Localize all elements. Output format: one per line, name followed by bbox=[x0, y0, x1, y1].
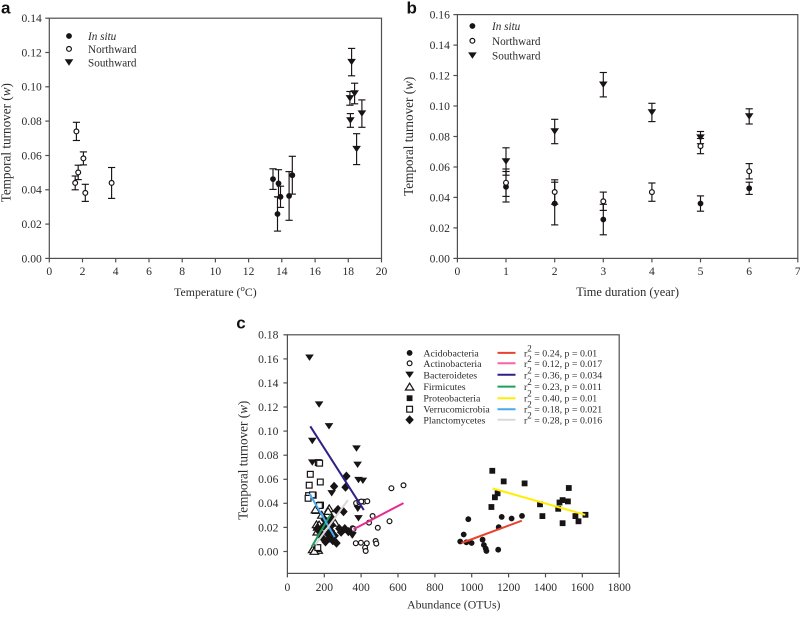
svg-text:0.08: 0.08 bbox=[430, 130, 450, 143]
svg-text:Abundance (OTUs): Abundance (OTUs) bbox=[407, 597, 500, 611]
svg-text:b: b bbox=[407, 0, 417, 18]
svg-text:0.02: 0.02 bbox=[430, 222, 450, 235]
svg-text:20: 20 bbox=[376, 265, 388, 278]
svg-text:Southward: Southward bbox=[492, 51, 541, 63]
svg-text:Temporal turnover (w): Temporal turnover (w) bbox=[401, 77, 416, 196]
svg-text:Southward: Southward bbox=[88, 58, 137, 70]
svg-text:0.12: 0.12 bbox=[22, 46, 42, 59]
svg-text:0.00: 0.00 bbox=[430, 252, 450, 265]
svg-text:6: 6 bbox=[746, 265, 752, 278]
svg-text:1400: 1400 bbox=[534, 581, 557, 594]
svg-text:1200: 1200 bbox=[497, 581, 520, 594]
svg-text:1800: 1800 bbox=[608, 581, 631, 594]
svg-text:Time duration (year): Time duration (year) bbox=[576, 285, 679, 299]
svg-text:0.04: 0.04 bbox=[430, 191, 450, 204]
svg-text:Temporal turnover (w): Temporal turnover (w) bbox=[236, 401, 251, 520]
svg-text:0.14: 0.14 bbox=[258, 377, 278, 390]
svg-text:0.04: 0.04 bbox=[22, 184, 42, 197]
svg-text:3: 3 bbox=[600, 265, 606, 278]
svg-text:0.02: 0.02 bbox=[22, 218, 42, 231]
svg-text:0.10: 0.10 bbox=[258, 425, 278, 438]
svg-text:16: 16 bbox=[309, 265, 321, 278]
svg-text:0.10: 0.10 bbox=[430, 100, 450, 113]
svg-text:0: 0 bbox=[285, 581, 291, 594]
svg-text:a: a bbox=[1, 0, 11, 18]
svg-text:2: 2 bbox=[80, 265, 86, 278]
svg-text:200: 200 bbox=[316, 581, 334, 594]
svg-text:0.14: 0.14 bbox=[430, 39, 450, 52]
svg-text:12: 12 bbox=[243, 265, 255, 278]
svg-text:0.06: 0.06 bbox=[430, 161, 450, 174]
svg-text:1000: 1000 bbox=[460, 581, 483, 594]
svg-text:0.06: 0.06 bbox=[258, 473, 278, 486]
svg-text:0.16: 0.16 bbox=[430, 9, 450, 22]
svg-text:0.10: 0.10 bbox=[22, 81, 42, 94]
svg-text:Planctomycetes: Planctomycetes bbox=[423, 415, 485, 426]
svg-text:Temperature (oC): Temperature (oC) bbox=[174, 283, 257, 299]
svg-text:5: 5 bbox=[698, 265, 704, 278]
svg-text:0.00: 0.00 bbox=[258, 545, 278, 558]
svg-text:c: c bbox=[236, 313, 245, 332]
svg-text:Actinobacteria: Actinobacteria bbox=[423, 359, 482, 370]
svg-text:7: 7 bbox=[795, 265, 800, 278]
svg-text:Bacteroidetes: Bacteroidetes bbox=[423, 370, 477, 381]
svg-text:Firmicutes: Firmicutes bbox=[423, 382, 465, 393]
svg-text:0.18: 0.18 bbox=[258, 329, 278, 342]
svg-text:Northward: Northward bbox=[88, 44, 137, 56]
svg-text:0.12: 0.12 bbox=[430, 69, 450, 82]
svg-text:4: 4 bbox=[113, 265, 119, 278]
svg-text:600: 600 bbox=[389, 581, 407, 594]
svg-text:8: 8 bbox=[179, 265, 185, 278]
svg-text:14: 14 bbox=[276, 265, 288, 278]
svg-text:10: 10 bbox=[210, 265, 222, 278]
svg-text:Temporal turnover (w): Temporal turnover (w) bbox=[0, 83, 14, 202]
svg-text:0.08: 0.08 bbox=[258, 449, 278, 462]
svg-text:2: 2 bbox=[552, 265, 558, 278]
svg-text:In situ: In situ bbox=[87, 31, 117, 43]
svg-text:In situ: In situ bbox=[491, 21, 521, 33]
svg-text:0.02: 0.02 bbox=[258, 521, 278, 534]
svg-text:0.14: 0.14 bbox=[22, 12, 42, 25]
svg-text:0.00: 0.00 bbox=[22, 252, 42, 265]
svg-text:0.08: 0.08 bbox=[22, 115, 42, 128]
svg-text:6: 6 bbox=[146, 265, 152, 278]
svg-text:Acidobacteria: Acidobacteria bbox=[423, 348, 479, 359]
svg-text:18: 18 bbox=[343, 265, 355, 278]
svg-text:0: 0 bbox=[46, 265, 52, 278]
svg-text:0.06: 0.06 bbox=[22, 149, 42, 162]
svg-text:400: 400 bbox=[352, 581, 370, 594]
svg-text:0.04: 0.04 bbox=[258, 497, 278, 510]
svg-text:1600: 1600 bbox=[571, 581, 594, 594]
svg-text:0.16: 0.16 bbox=[258, 353, 278, 366]
svg-text:1: 1 bbox=[503, 265, 509, 278]
svg-text:Proteobacteria: Proteobacteria bbox=[423, 394, 481, 405]
svg-text:0.12: 0.12 bbox=[258, 401, 278, 414]
svg-text:800: 800 bbox=[426, 581, 444, 594]
svg-text:0: 0 bbox=[455, 265, 461, 278]
svg-text:4: 4 bbox=[649, 265, 655, 278]
svg-text:Verrucomicrobia: Verrucomicrobia bbox=[423, 405, 490, 416]
svg-text:Northward: Northward bbox=[492, 36, 541, 48]
